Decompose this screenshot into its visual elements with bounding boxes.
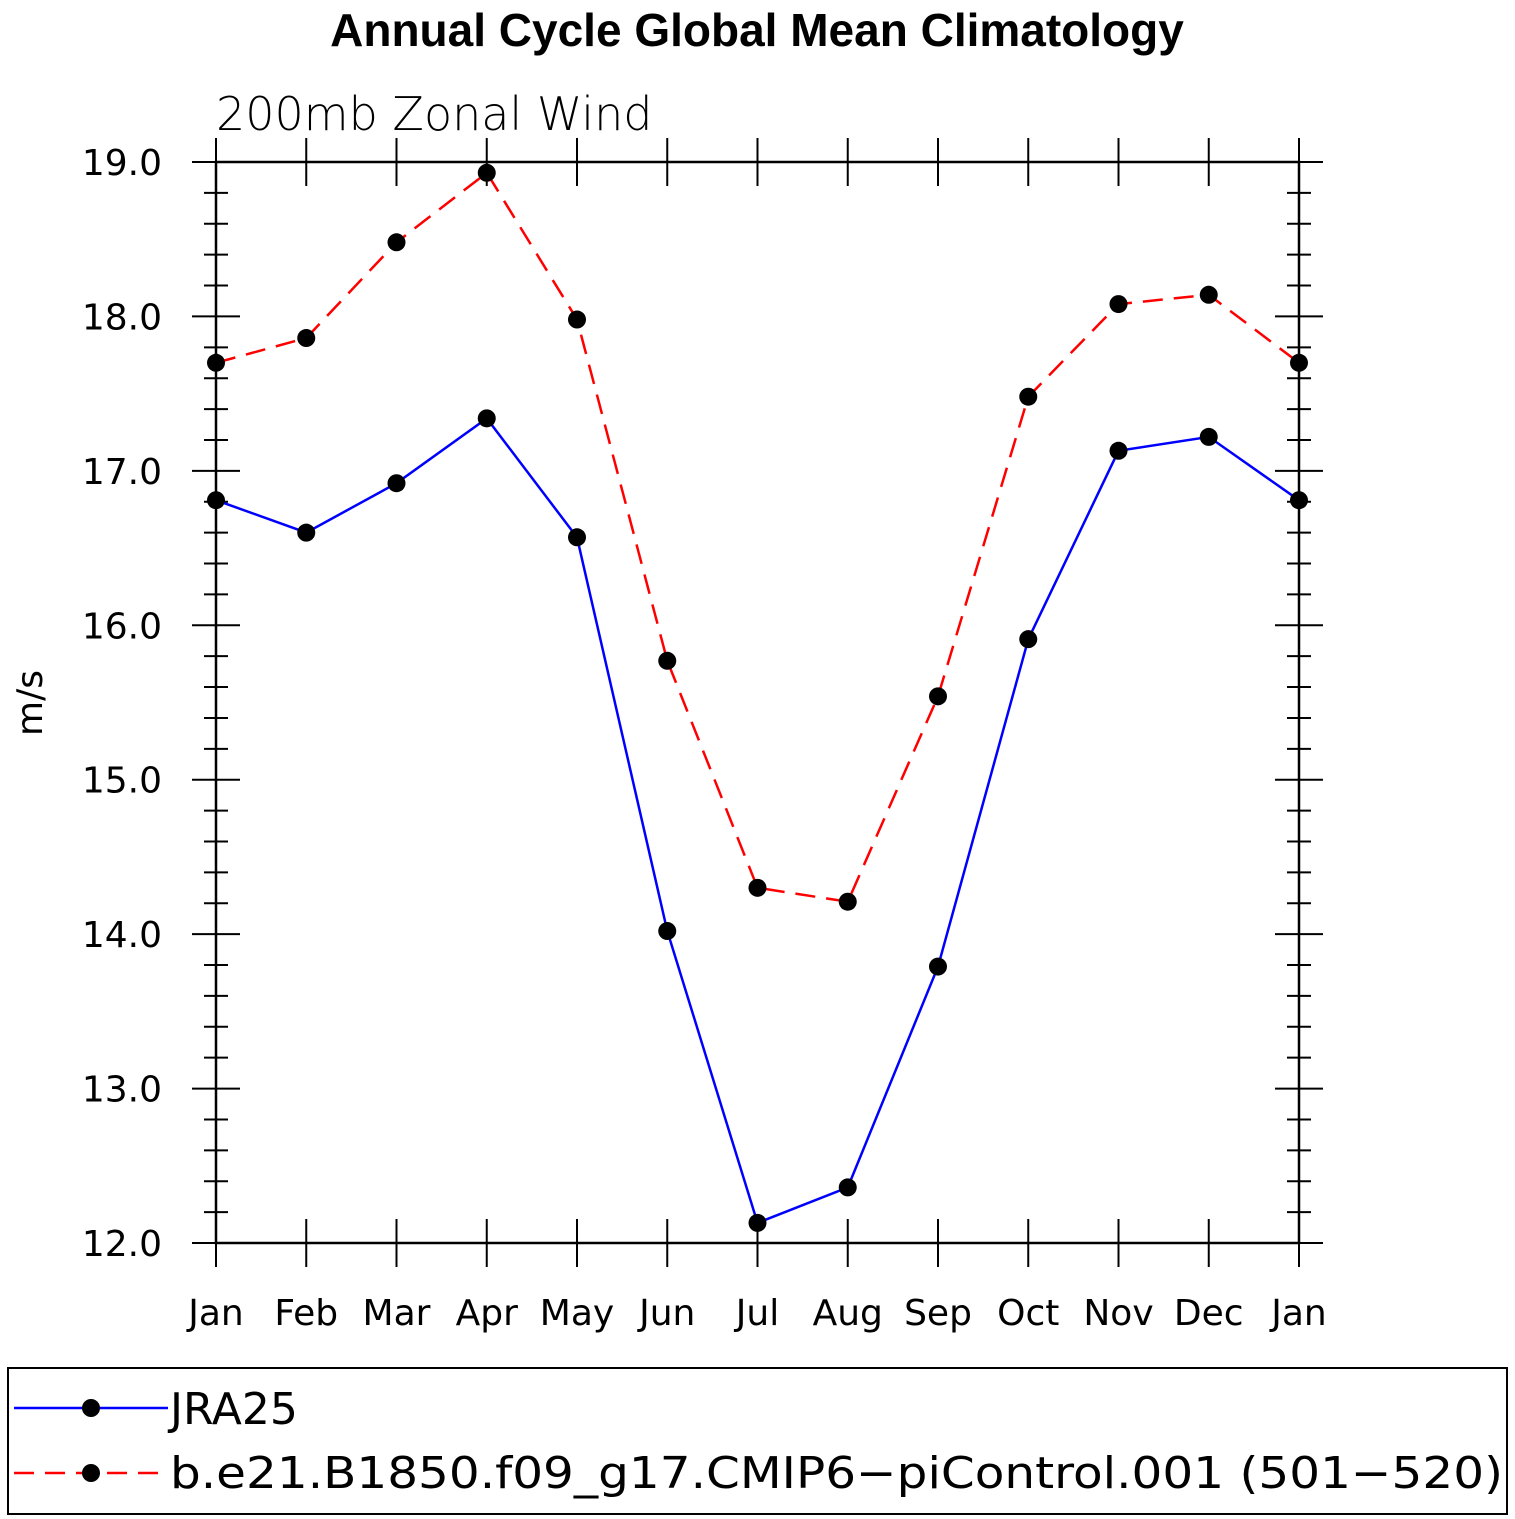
data-point [207,491,225,510]
data-point [568,528,586,547]
data-point [658,651,677,670]
data-point [297,329,316,348]
data-point [297,523,316,542]
data-point [207,353,225,372]
x-tick-label: Jun [637,1293,695,1334]
y-tick-label: 12.0 [82,1224,162,1265]
x-tick-label: Nov [1083,1293,1153,1334]
x-tick-label: Feb [274,1293,338,1334]
series-line [215,416,1300,1225]
data-point [929,957,947,976]
data-point [568,310,586,329]
y-tick-label: 13.0 [82,1070,162,1111]
y-tick-label: 14.0 [82,915,162,956]
chart-title: Annual Cycle Global Mean Climatology [330,4,1184,56]
y-tick-label: 16.0 [82,606,162,647]
chart-subtitle: 200mb Zonal Wind [216,87,652,141]
data-point [1199,427,1218,446]
plot-frame [214,160,1301,1245]
y-tick-labels: 12.0 13.0 14.0 15.0 16.0 17.0 18.0 19.0 [82,143,162,1265]
x-tick-label: May [540,1293,614,1334]
legend-marker-cmip6 [82,1464,100,1482]
data-point [387,233,406,252]
x-tick-label: Jan [1269,1293,1327,1334]
x-tick-label: Mar [363,1293,431,1334]
legend-box [7,1367,1508,1515]
series-line [215,170,1300,904]
y-tick-label: 18.0 [82,297,162,338]
x-tick-labels: Jan Feb Mar Apr May Jun Jul Aug Sep Oct Nov Dec Jan [186,1293,1327,1334]
legend-marker-jra25 [82,1399,100,1417]
legend-label-jra25: JRA25 [167,1384,298,1435]
data-point [838,892,857,911]
x-tick-label: Oct [997,1293,1059,1334]
x-tick-label: Jan [186,1293,244,1334]
data-point [477,409,496,428]
plot-border [214,160,1301,1245]
data-point [1290,491,1308,510]
y-tick-label: 17.0 [82,452,162,493]
data-point [838,1178,857,1197]
series-markers [207,163,1308,1232]
data-point [1199,285,1218,304]
x-tick-label: Apr [456,1293,518,1334]
legend: JRA25 b.e21.B1850.f09_g17.CMIP6−piContro… [7,1367,1508,1515]
data-point [387,474,406,493]
data-point [1109,441,1128,460]
data-point [1109,295,1128,314]
legend-label-cmip6: b.e21.B1850.f09_g17.CMIP6−piControl.001 … [170,1448,1503,1499]
x-tick-label: Jul [734,1293,779,1334]
data-point [477,163,496,182]
data-point [1019,387,1038,406]
data-point [1290,353,1308,372]
data-point [748,1213,767,1232]
y-tick-label: 19.0 [82,143,162,184]
data-point [658,922,677,941]
series-lines [215,170,1300,1225]
y-tick-label: 15.0 [82,761,162,802]
data-point [748,878,767,897]
data-point [929,687,947,706]
x-tick-label: Sep [904,1293,972,1334]
axis-ticks [192,138,1323,1267]
y-axis-label: m/s [10,670,51,736]
x-tick-label: Aug [813,1293,883,1334]
x-tick-label: Dec [1174,1293,1244,1334]
data-point [1019,630,1038,649]
